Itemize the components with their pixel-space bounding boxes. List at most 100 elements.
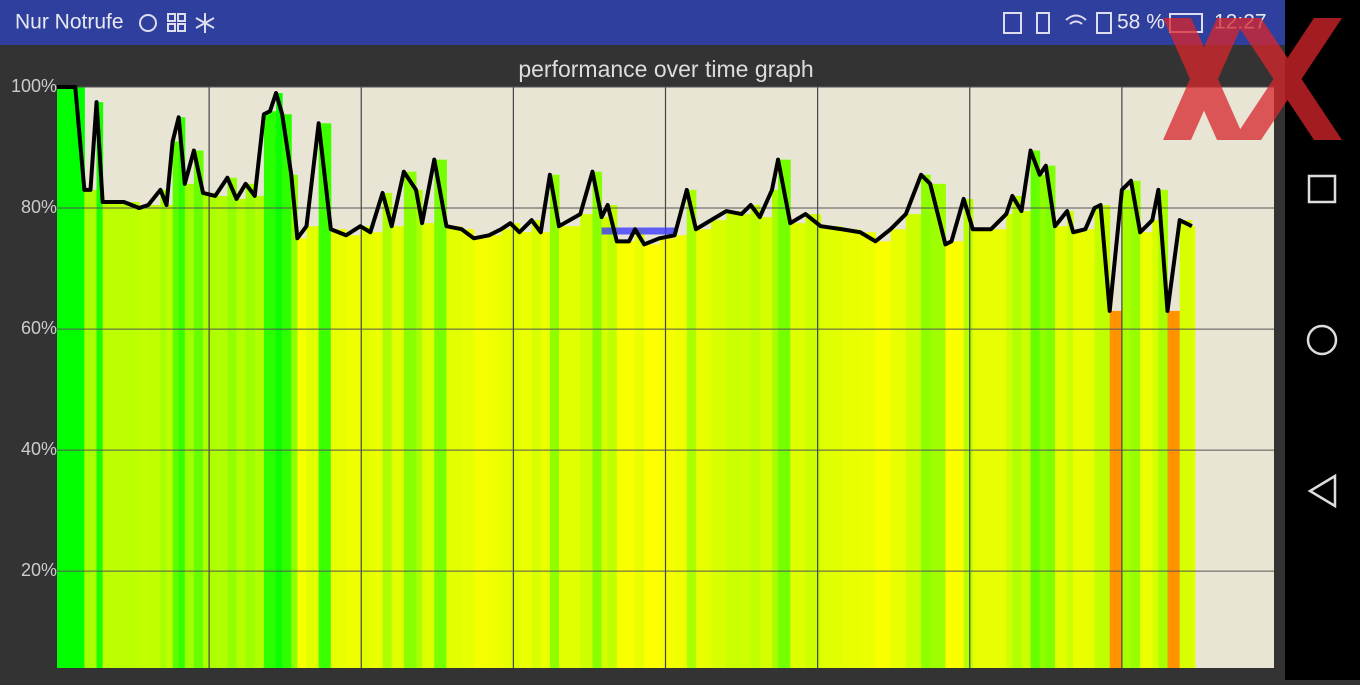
performance-column: [778, 159, 791, 668]
performance-column: [75, 87, 85, 668]
performance-column: [139, 208, 149, 668]
performance-column: [711, 220, 727, 669]
performance-column: [644, 244, 660, 668]
performance-column: [96, 102, 104, 669]
performance-column: [318, 123, 332, 668]
performance-column: [945, 244, 952, 668]
back-button[interactable]: [1307, 473, 1337, 509]
battery: 58 %: [1117, 11, 1165, 34]
performance-column: [148, 205, 161, 668]
performance-column: [635, 229, 645, 669]
performance-column: [1006, 214, 1013, 668]
performance-column: [184, 183, 195, 669]
performance-column: [559, 226, 581, 668]
performance-column: [991, 229, 1007, 669]
performance-column: [461, 229, 475, 669]
performance-column: [549, 174, 560, 669]
performance-column: [1021, 211, 1032, 669]
performance-column: [875, 241, 892, 668]
performance-column: [1045, 165, 1056, 669]
performance-column: [489, 235, 502, 668]
performance-column: [434, 159, 447, 668]
performance-column: [282, 114, 292, 668]
performance-column: [501, 229, 511, 669]
performance-column: [820, 226, 843, 668]
performance-column: [1094, 208, 1102, 668]
performance-column: [510, 223, 520, 668]
performance-column: [531, 220, 542, 669]
performance-column: [178, 117, 186, 668]
performance-column: [1131, 180, 1141, 668]
performance-column: [601, 217, 609, 668]
performance-column: [382, 192, 393, 669]
performance-column: [236, 198, 247, 668]
performance-column: [84, 189, 91, 668]
y-tick-label: 80%: [21, 197, 57, 217]
performance-column: [805, 214, 822, 668]
performance-column: [160, 189, 168, 668]
performance-column: [306, 226, 320, 668]
performance-column: [890, 229, 907, 669]
performance-column: [790, 223, 806, 668]
performance-column: [193, 150, 204, 668]
performance-column: [245, 183, 256, 669]
plot: 20% 40% 60% 80% 100%: [11, 76, 1274, 669]
performance-column: [759, 217, 773, 668]
status-bar: [0, 0, 1285, 45]
performance-column: [921, 174, 931, 669]
performance-line: [57, 85, 1193, 313]
watermark-logo: [1163, 18, 1342, 140]
performance-column: [102, 201, 116, 669]
recents-button[interactable]: [1307, 174, 1337, 204]
performance-column: [1100, 205, 1111, 668]
performance-column: [659, 238, 676, 669]
performance-column: [1085, 229, 1095, 669]
performance-column: [297, 238, 307, 669]
chart-title: performance over time graph: [518, 56, 813, 82]
performance-column: [1167, 310, 1181, 668]
y-tick-label: 100%: [11, 76, 57, 96]
performance-column: [90, 189, 98, 668]
performance-column: [1191, 226, 1196, 668]
performance-column: [741, 214, 752, 668]
performance-column: [291, 174, 298, 669]
performance-column: [1179, 220, 1193, 669]
performance-column: [254, 195, 265, 668]
performance-column: [1039, 174, 1047, 669]
performance-column: [1152, 220, 1159, 669]
performance-column: [930, 183, 946, 669]
performance-column: [1109, 310, 1123, 668]
performance-column: [628, 241, 636, 668]
performance-column: [1030, 150, 1041, 668]
performance-column: [686, 189, 697, 668]
carrier: Nur Notrufe: [15, 11, 124, 34]
home-button[interactable]: [1306, 324, 1338, 356]
performance-column: [695, 229, 712, 669]
performance-column: [616, 241, 630, 668]
performance-column: [607, 205, 618, 668]
performance-column: [330, 229, 347, 669]
performance-column: [360, 226, 371, 668]
performance-column: [1067, 211, 1074, 669]
performance-column: [1054, 226, 1068, 668]
performance-column: [269, 111, 277, 669]
performance-column: [951, 241, 965, 668]
performance-column: [166, 205, 174, 668]
performance-column: [346, 235, 361, 668]
performance-column: [172, 141, 180, 668]
performance-column: [905, 214, 922, 668]
performance-column: [963, 198, 974, 668]
performance-column: [726, 211, 743, 669]
performance-column: [592, 171, 603, 668]
performance-column: [422, 223, 435, 668]
performance-column: [416, 189, 423, 668]
y-tick-label: 40%: [21, 439, 57, 459]
performance-column: [1012, 195, 1022, 668]
performance-column: [771, 189, 779, 668]
performance-column: [263, 114, 271, 668]
performance-column: [674, 235, 688, 668]
performance-column: [215, 195, 228, 668]
performance-column: [391, 226, 405, 668]
